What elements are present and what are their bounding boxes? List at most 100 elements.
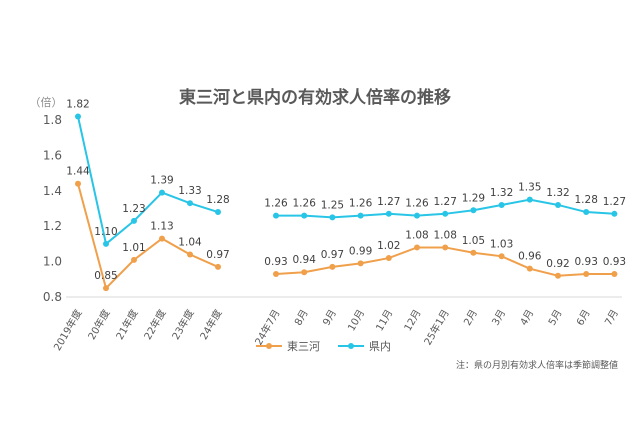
x-tick-label: 11月	[374, 308, 396, 334]
x-tick-label: 24年7月	[252, 307, 283, 347]
data-label: 1.28	[575, 194, 598, 206]
data-label: 1.33	[178, 185, 201, 197]
data-point	[385, 210, 392, 217]
data-point	[215, 209, 221, 216]
data-label: 1.03	[490, 238, 513, 250]
legend-marker	[348, 343, 354, 349]
data-point	[555, 272, 561, 279]
data-label: 1.04	[178, 237, 202, 249]
data-label: 0.97	[206, 249, 229, 261]
data-point	[498, 253, 505, 260]
chart-title: 東三河と県内の有効求人倍率の推移	[179, 87, 451, 108]
y-tick-label: 1.6	[43, 148, 62, 162]
data-point	[526, 196, 533, 203]
data-label: 1.26	[405, 198, 429, 210]
data-point	[498, 201, 505, 208]
data-label: 1.25	[321, 199, 344, 211]
data-label: 1.27	[603, 196, 626, 208]
axes: 0.8 1.0 1.2 1.4 1.6 1.8 2019年度 20年度 21年度 22年度 23年度…	[43, 113, 622, 353]
data-point	[103, 240, 109, 247]
data-label: 1.82	[66, 98, 89, 110]
x-tick-label: 12月	[402, 308, 424, 334]
data-label: 1.35	[518, 182, 541, 194]
data-label: 1.32	[490, 187, 513, 199]
data-label: 0.94	[293, 254, 317, 266]
x-tick-label: 7月	[602, 308, 621, 328]
x-tick-label: 22年度	[141, 307, 169, 342]
data-label: 1.08	[405, 229, 428, 241]
data-point	[329, 214, 336, 221]
data-label: 0.93	[264, 256, 287, 268]
data-point	[442, 210, 449, 217]
x-tick-label: 20年度	[85, 307, 113, 342]
data-label: 1.26	[293, 198, 317, 210]
data-point	[187, 200, 193, 207]
data-point	[75, 113, 81, 120]
data-label: 0.97	[321, 249, 344, 261]
data-point	[555, 201, 561, 208]
x-tick-label: 10月	[345, 308, 367, 334]
data-point	[357, 212, 364, 219]
data-point	[273, 270, 279, 277]
x-tick-label: 5月	[546, 308, 565, 328]
data-point	[470, 249, 477, 256]
data-point	[131, 256, 137, 263]
data-point	[301, 212, 308, 219]
x-tick-label: 21年度	[113, 307, 141, 342]
data-point	[103, 285, 109, 292]
y-tick-label: 0.8	[43, 290, 62, 304]
y-axis-unit: （倍）	[30, 95, 63, 109]
data-label: 1.44	[66, 166, 90, 178]
data-point	[357, 260, 364, 267]
x-tick-label: 3月	[490, 307, 509, 327]
data-point	[583, 209, 590, 216]
data-label: 0.93	[575, 256, 598, 268]
data-label: 1.01	[122, 242, 145, 254]
data-label: 1.27	[434, 196, 457, 208]
x-tick-label: 9月	[320, 308, 339, 328]
data-point	[470, 207, 477, 214]
data-label: 1.27	[377, 196, 400, 208]
chart-note: 注：県の月別有効求人倍率は季節調整値	[456, 359, 618, 371]
x-tick-label: 24年度	[197, 307, 225, 342]
data-label: 1.28	[206, 194, 229, 206]
y-tick-label: 1.4	[43, 184, 62, 198]
x-tick-label: 6月	[574, 308, 593, 328]
legend-marker	[266, 343, 272, 349]
data-label: 1.02	[377, 240, 400, 252]
data-point	[611, 210, 618, 217]
data-label: 1.05	[462, 235, 485, 247]
data-label: 1.26	[349, 198, 373, 210]
data-point	[414, 212, 420, 219]
data-point	[442, 244, 449, 251]
data-point	[329, 263, 336, 270]
y-tick-label: 1.0	[43, 255, 62, 269]
x-tick-label: 2月	[461, 308, 480, 328]
data-label: 0.96	[518, 251, 542, 263]
legend-label: 東三河	[287, 340, 320, 353]
data-point	[385, 255, 392, 262]
x-tick-label: 4月	[518, 308, 537, 328]
y-tick-label: 1.8	[43, 113, 62, 127]
data-point	[301, 269, 308, 276]
data-point	[526, 265, 533, 272]
data-label: 0.99	[349, 245, 372, 257]
x-tick-label: 2019年度	[51, 307, 85, 353]
data-label: 1.23	[122, 203, 145, 215]
series-line	[77, 183, 219, 291]
data-label: 0.85	[94, 270, 117, 282]
data-label: 1.39	[150, 175, 173, 187]
data-point	[215, 263, 221, 270]
data-label: 1.26	[264, 198, 288, 210]
series-layer: 1.44 0.85 1.01 1.13 1.04 0.97 1.82 1.10 1.23 1.39…	[66, 98, 626, 292]
data-label: 0.93	[603, 256, 626, 268]
legend: 東三河 県内	[256, 339, 391, 353]
series-line	[77, 116, 219, 246]
data-point	[187, 251, 193, 258]
data-label: 1.29	[462, 192, 485, 204]
x-tick-label: 25年1月	[421, 307, 452, 347]
data-point	[75, 180, 81, 187]
data-label: 1.10	[94, 226, 117, 238]
data-label: 1.32	[546, 187, 569, 199]
